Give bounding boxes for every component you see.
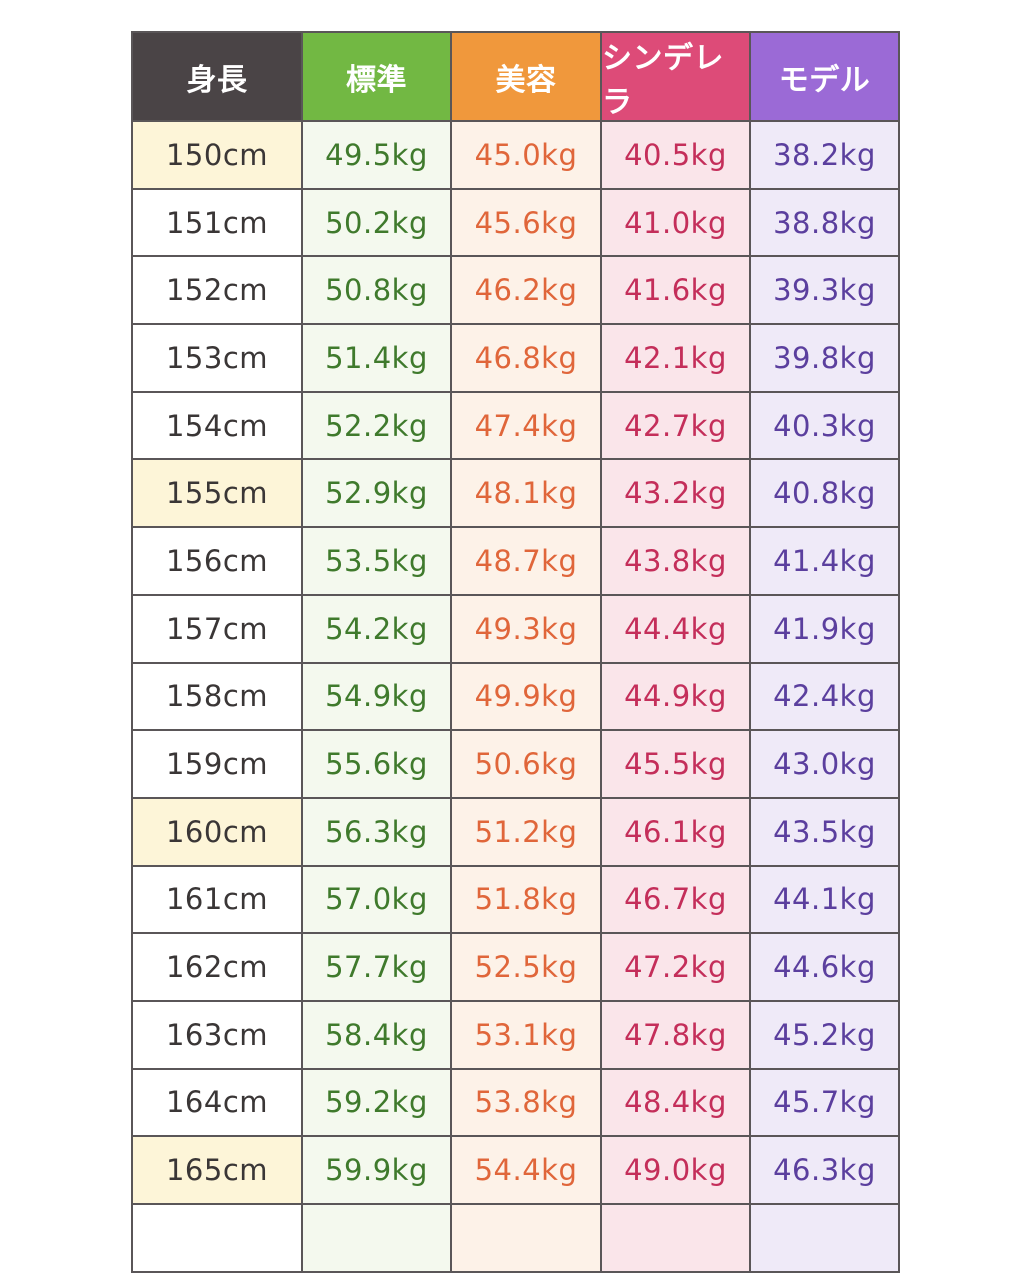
beauty-weight-cell: 51.8kg — [452, 866, 600, 933]
beauty-weight-cell: 51.2kg — [452, 798, 600, 865]
cinderella-weight-cell: 48.4kg — [602, 1069, 749, 1136]
cut-off-cell — [133, 1205, 301, 1271]
beauty-weight-cell: 48.1kg — [452, 460, 600, 527]
cinderella-weight-cell: 44.9kg — [602, 663, 749, 730]
height-cell: 158cm — [133, 663, 301, 730]
cinderella-weight-cell: 41.6kg — [602, 257, 749, 324]
standard-weight-cell: 52.2kg — [303, 392, 450, 459]
beauty-weight-cell: 46.8kg — [452, 325, 600, 391]
cinderella-weight-cell: 46.7kg — [602, 866, 749, 933]
model-weight-cell: 41.4kg — [751, 528, 898, 594]
beauty-weight-cell: 45.6kg — [452, 189, 600, 256]
standard-weight-cell: 50.2kg — [303, 189, 450, 256]
beauty-weight-cell: 46.2kg — [452, 257, 600, 324]
standard-weight-cell: 58.4kg — [303, 1001, 450, 1068]
cinderella-weight-cell: 44.4kg — [602, 595, 749, 662]
model-weight-cell: 38.8kg — [751, 189, 898, 256]
model-weight-cell: 44.6kg — [751, 934, 898, 1000]
beauty-weight-cell: 49.3kg — [452, 595, 600, 662]
model-weight-cell: 45.2kg — [751, 1001, 898, 1068]
beauty-weight-cell: 47.4kg — [452, 392, 600, 459]
header-beauty: 美容 — [452, 33, 600, 120]
weight-table: 身長 標準 美容 シンデレラ モデル 150cm 49.5kg 45.0kg 40.5kg 38.… — [131, 31, 900, 1273]
beauty-weight-cell: 50.6kg — [452, 731, 600, 797]
model-weight-cell: 40.8kg — [751, 460, 898, 527]
beauty-weight-cell: 53.1kg — [452, 1001, 600, 1068]
beauty-weight-cell: 53.8kg — [452, 1069, 600, 1136]
standard-weight-cell: 50.8kg — [303, 257, 450, 324]
cinderella-weight-cell: 47.8kg — [602, 1001, 749, 1068]
height-cell: 164cm — [133, 1069, 301, 1136]
standard-weight-cell: 55.6kg — [303, 731, 450, 797]
beauty-weight-cell: 45.0kg — [452, 122, 600, 188]
height-cell: 155cm — [133, 460, 301, 527]
model-weight-cell: 46.3kg — [751, 1137, 898, 1203]
cinderella-weight-cell: 42.7kg — [602, 392, 749, 459]
model-weight-cell: 45.7kg — [751, 1069, 898, 1136]
beauty-weight-cell: 54.4kg — [452, 1137, 600, 1203]
height-cell: 154cm — [133, 392, 301, 459]
standard-weight-cell: 49.5kg — [303, 122, 450, 188]
model-weight-cell: 44.1kg — [751, 866, 898, 933]
model-weight-cell: 39.3kg — [751, 257, 898, 324]
height-cell: 165cm — [133, 1137, 301, 1203]
cinderella-weight-cell: 47.2kg — [602, 934, 749, 1000]
cinderella-weight-cell: 42.1kg — [602, 325, 749, 391]
height-cell: 161cm — [133, 866, 301, 933]
standard-weight-cell: 56.3kg — [303, 798, 450, 865]
cut-off-cell — [751, 1205, 898, 1271]
standard-weight-cell: 57.7kg — [303, 934, 450, 1000]
cinderella-weight-cell: 40.5kg — [602, 122, 749, 188]
header-height: 身長 — [133, 33, 301, 120]
cut-off-cell — [303, 1205, 450, 1271]
model-weight-cell: 43.0kg — [751, 731, 898, 797]
beauty-weight-cell: 49.9kg — [452, 663, 600, 730]
header-cinderella: シンデレラ — [602, 33, 749, 120]
standard-weight-cell: 59.9kg — [303, 1137, 450, 1203]
model-weight-cell: 39.8kg — [751, 325, 898, 391]
standard-weight-cell: 54.9kg — [303, 663, 450, 730]
cinderella-weight-cell: 43.2kg — [602, 460, 749, 527]
height-cell: 159cm — [133, 731, 301, 797]
standard-weight-cell: 51.4kg — [303, 325, 450, 391]
model-weight-cell: 42.4kg — [751, 663, 898, 730]
standard-weight-cell: 52.9kg — [303, 460, 450, 527]
standard-weight-cell: 53.5kg — [303, 528, 450, 594]
model-weight-cell: 40.3kg — [751, 392, 898, 459]
model-weight-cell: 43.5kg — [751, 798, 898, 865]
height-cell: 162cm — [133, 934, 301, 1000]
height-cell: 157cm — [133, 595, 301, 662]
cinderella-weight-cell: 49.0kg — [602, 1137, 749, 1203]
cut-off-cell — [452, 1205, 600, 1271]
standard-weight-cell: 57.0kg — [303, 866, 450, 933]
height-cell: 160cm — [133, 798, 301, 865]
model-weight-cell: 41.9kg — [751, 595, 898, 662]
height-cell: 156cm — [133, 528, 301, 594]
cinderella-weight-cell: 43.8kg — [602, 528, 749, 594]
height-cell: 152cm — [133, 257, 301, 324]
standard-weight-cell: 54.2kg — [303, 595, 450, 662]
height-cell: 150cm — [133, 122, 301, 188]
model-weight-cell: 38.2kg — [751, 122, 898, 188]
cinderella-weight-cell: 41.0kg — [602, 189, 749, 256]
cut-off-cell — [602, 1205, 749, 1271]
header-standard: 標準 — [303, 33, 450, 120]
standard-weight-cell: 59.2kg — [303, 1069, 450, 1136]
height-cell: 151cm — [133, 189, 301, 256]
cinderella-weight-cell: 45.5kg — [602, 731, 749, 797]
cinderella-weight-cell: 46.1kg — [602, 798, 749, 865]
height-cell: 163cm — [133, 1001, 301, 1068]
header-model: モデル — [751, 33, 898, 120]
beauty-weight-cell: 48.7kg — [452, 528, 600, 594]
height-cell: 153cm — [133, 325, 301, 391]
beauty-weight-cell: 52.5kg — [452, 934, 600, 1000]
